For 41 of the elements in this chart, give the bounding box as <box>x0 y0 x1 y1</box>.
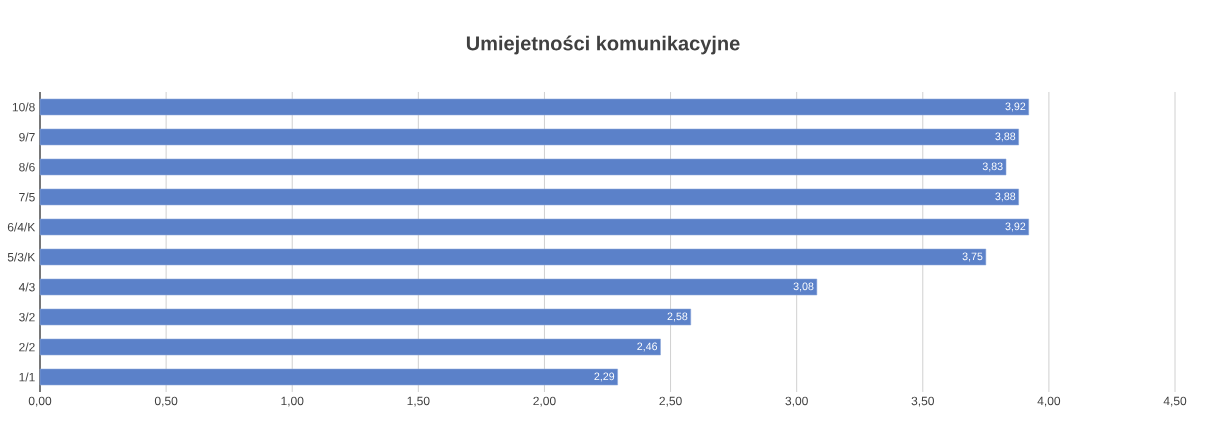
x-tick-label: 2,50 <box>659 396 682 407</box>
y-tick-label: 2/2 <box>19 342 35 352</box>
y-tick-label: 1/1 <box>19 372 35 382</box>
x-tick-label: 3,00 <box>785 396 808 407</box>
data-label: 3,88 <box>995 192 1016 202</box>
x-tick-label: 1,50 <box>407 396 430 407</box>
bar <box>39 368 618 386</box>
x-tick-label: 1,00 <box>281 396 304 407</box>
bar <box>39 248 987 266</box>
y-tick-label: 5/3/K <box>7 252 36 262</box>
x-tick-label: 2,00 <box>533 396 556 407</box>
y-tick-label: 6/4/K <box>7 222 36 232</box>
data-label: 2,29 <box>594 372 615 382</box>
data-label: 3,92 <box>1005 222 1026 232</box>
bar <box>39 278 818 296</box>
data-label: 3,92 <box>1005 102 1026 112</box>
y-tick-label: 10/8 <box>12 102 35 112</box>
data-label: 3,08 <box>793 282 814 292</box>
data-label: 3,75 <box>962 252 983 262</box>
y-tick-label: 9/7 <box>19 132 35 142</box>
bar <box>39 218 1029 236</box>
x-tick-label: 4,00 <box>1037 396 1061 407</box>
y-tick-label: 8/6 <box>19 162 35 172</box>
data-label: 3,88 <box>995 132 1016 142</box>
data-label: 2,58 <box>667 312 688 322</box>
x-tick-label: 0,50 <box>154 396 178 407</box>
bar <box>39 338 661 356</box>
x-tick-label: 4,50 <box>1163 396 1187 407</box>
y-tick-label: 7/5 <box>19 192 35 202</box>
bar <box>39 98 1029 116</box>
bar <box>39 308 692 326</box>
y-tick-label: 4/3 <box>18 282 35 292</box>
bar <box>39 128 1019 146</box>
x-tick-label: 0,00 <box>28 396 52 407</box>
data-label: 2,46 <box>637 342 658 352</box>
chart-title: Umiejetności komunikacyjne <box>466 35 740 55</box>
y-tick-label: 3/2 <box>19 312 35 322</box>
bar <box>39 158 1007 176</box>
bar <box>39 188 1019 206</box>
data-label: 3,83 <box>982 162 1003 172</box>
x-tick-label: 3,50 <box>911 396 934 407</box>
